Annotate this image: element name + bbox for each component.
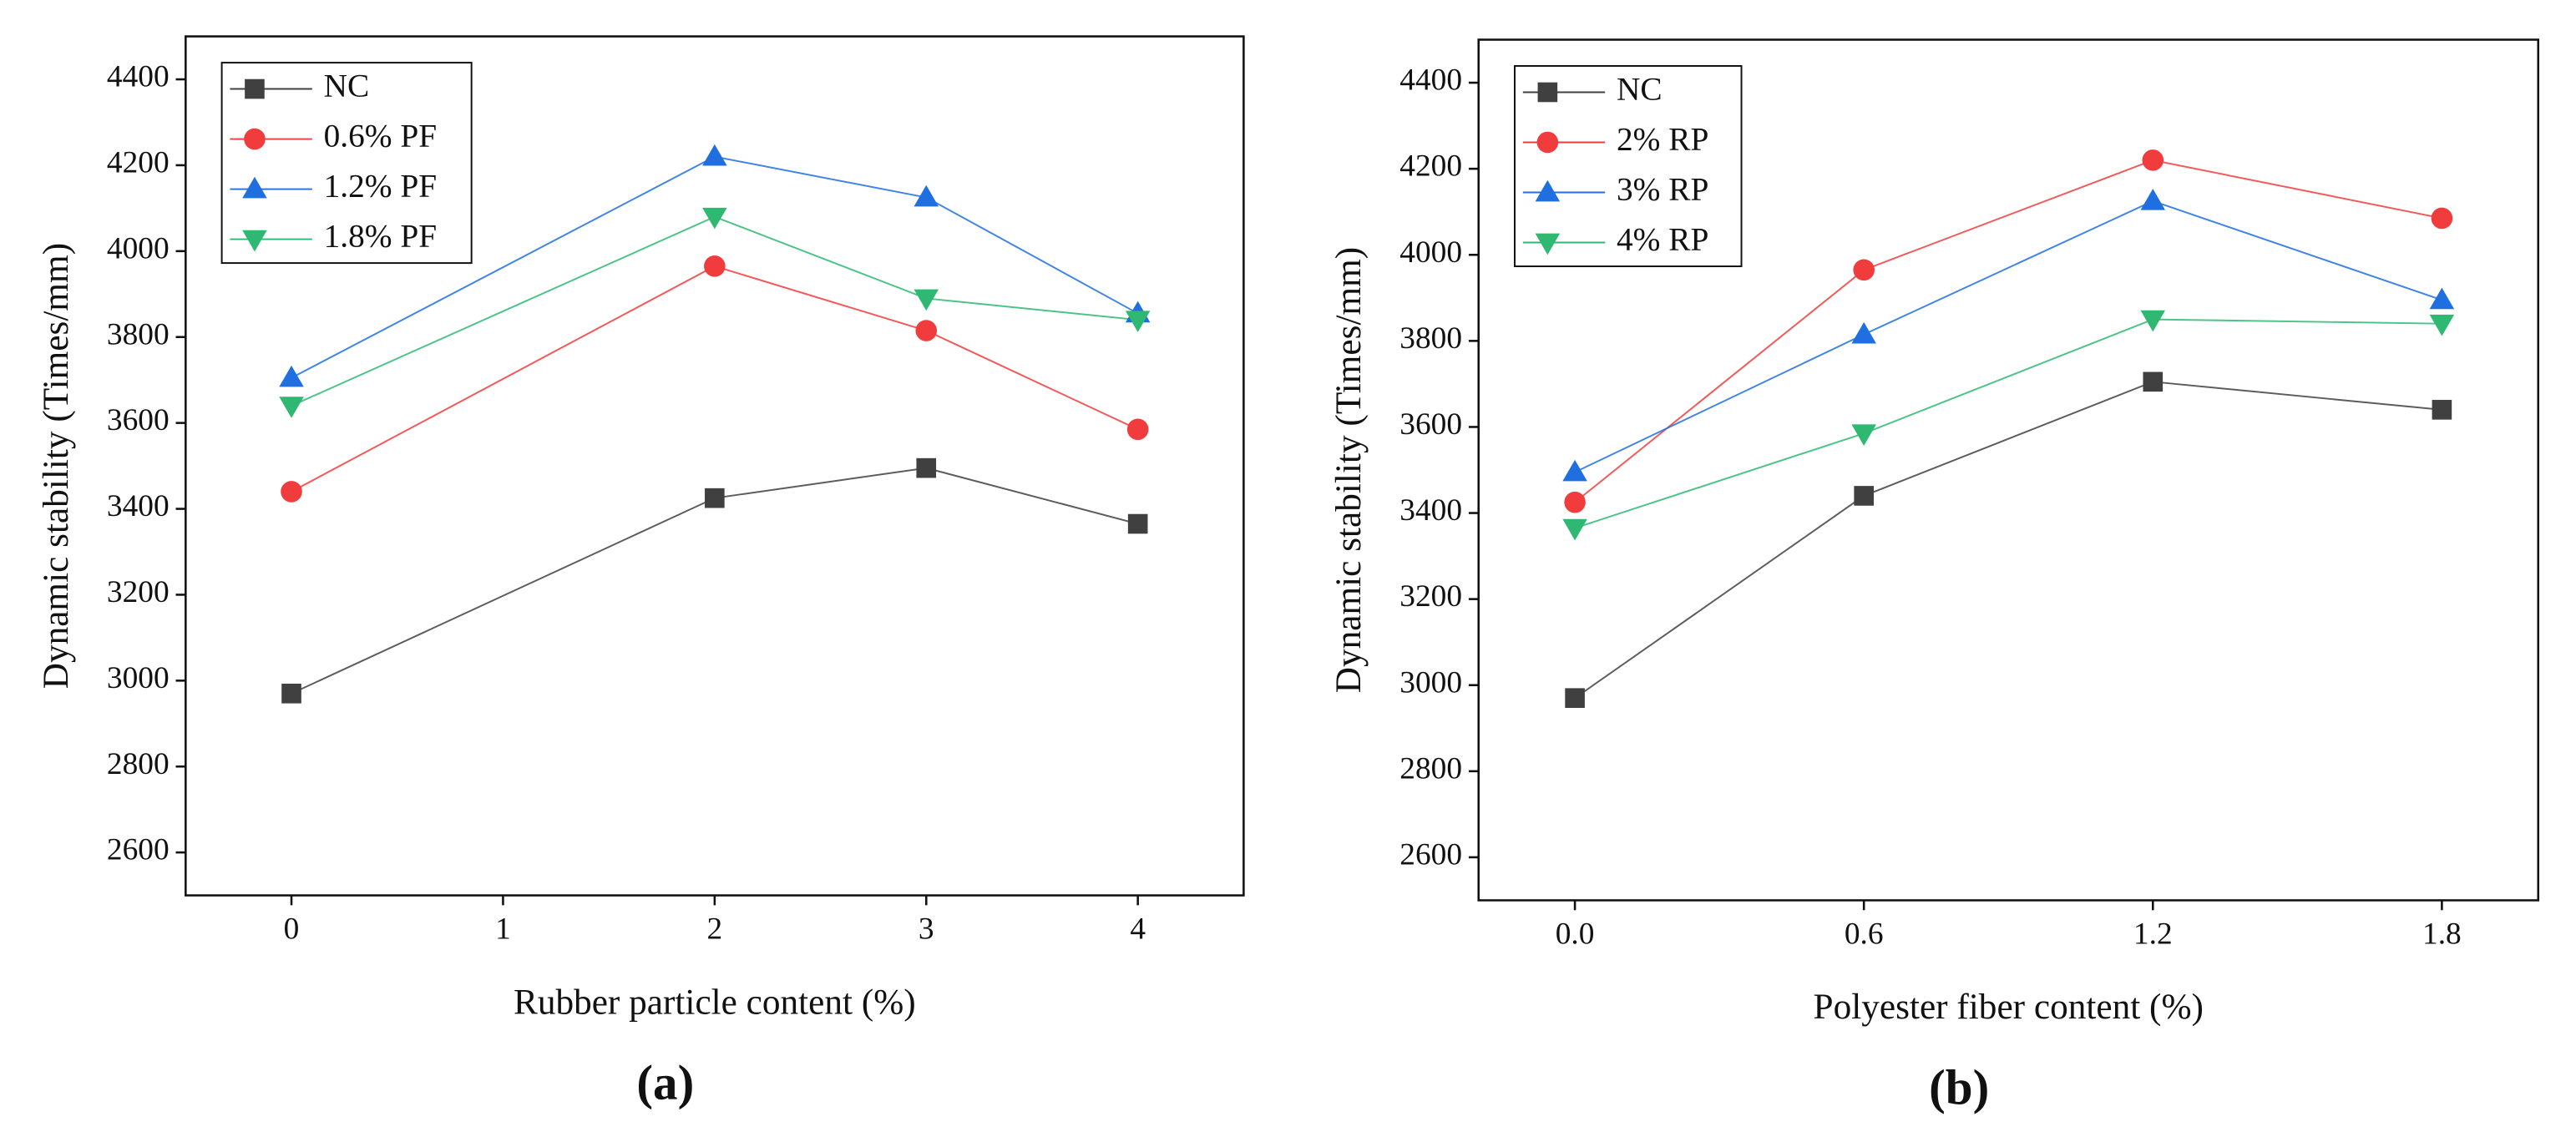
data-point [1127,513,1148,534]
legend-marker [244,128,266,150]
y-tick-label: 4200 [107,146,170,180]
series-line [1574,318,2442,529]
series-line [1574,159,2442,503]
legend-label: 4% RP [1617,221,1708,258]
legend-label: 3% RP [1617,171,1708,208]
series-line [291,467,1138,695]
x-tick-label: 2 [707,912,723,946]
data-point [1853,259,1875,281]
data-point [1562,518,1587,541]
data-point [1854,486,1874,506]
y-tick-label: 3400 [1399,493,1462,528]
legend-marker [242,230,267,252]
y-tick-label: 3200 [1399,579,1462,614]
y-tick-label: 3000 [1399,665,1462,700]
legend-label: 0.6% PF [324,118,438,154]
series-line [291,215,1138,407]
data-point [1565,688,1585,709]
legend-marker [1537,82,1558,103]
data-point [2142,149,2164,171]
data-point [2140,310,2166,332]
data-point [2429,314,2455,336]
legend-marker [1535,233,1561,255]
legend-marker [1536,131,1559,154]
data-point [916,457,937,478]
y-tick-label: 2600 [1399,838,1462,872]
x-tick-label: 1 [495,912,511,946]
legend-label: 1.2% PF [324,168,438,205]
y-tick-label: 3000 [107,661,170,695]
data-point [913,289,939,311]
y-tick-label: 4400 [1399,63,1462,98]
y-tick-label: 3800 [107,317,170,351]
series-line [1574,200,2442,473]
y-tick-label: 3400 [107,489,170,523]
legend-marker [245,78,265,99]
y-axis-label: Dynamic stability (Times/mm) [1328,247,1369,693]
series-line [291,265,1139,493]
x-tick-label: 1.8 [2422,917,2462,951]
data-point [2431,207,2453,230]
y-tick-label: 2600 [107,833,170,867]
data-point [279,397,304,418]
data-point [2429,287,2455,310]
y-tick-label: 3600 [1399,407,1462,442]
legend-marker [1535,179,1561,202]
data-point [702,144,727,166]
y-tick-label: 2800 [107,747,170,781]
data-point [281,683,301,704]
y-tick-label: 4200 [1399,149,1462,184]
data-point [279,365,304,387]
x-tick-label: 3 [919,912,934,946]
x-tick-label: 0 [284,912,300,946]
y-tick-label: 4000 [1399,235,1462,270]
plot-frame [1477,38,2540,902]
y-tick-label: 3600 [107,403,170,437]
legend-label: 1.8% PF [324,218,438,255]
x-tick-label: 0.6 [1845,917,1884,951]
data-point [2140,189,2166,210]
data-point [704,255,726,277]
legend-label: NC [324,68,370,104]
x-tick-label: 0.0 [1556,917,1595,951]
series-line [291,155,1139,379]
y-tick-label: 3800 [1399,321,1462,356]
data-point [1851,321,1876,344]
legend-label: NC [1617,71,1663,108]
data-point [281,481,302,503]
y-tick-label: 2800 [1399,751,1462,786]
x-axis-label: Polyester fiber content (%) [1814,987,2204,1027]
data-point [2432,400,2452,420]
y-tick-label: 4400 [107,60,170,94]
data-point [1851,424,1876,446]
legend-label: 2% RP [1617,121,1708,158]
data-point [913,184,939,207]
data-point [1126,418,1149,441]
data-point [1562,459,1587,482]
y-tick-label: 4000 [107,231,170,265]
data-point [2143,371,2164,392]
x-tick-label: 4 [1130,912,1146,946]
data-point [1564,491,1586,513]
series-line [1574,381,2442,700]
data-point [705,488,725,508]
data-point [915,320,938,341]
data-point [1125,311,1151,332]
x-tick-label: 1.2 [2133,917,2173,951]
panel-label: (b) [1929,1059,1989,1114]
y-tick-label: 3200 [107,575,170,609]
data-point [702,207,727,230]
x-axis-label: Rubber particle content (%) [514,982,916,1022]
legend-marker [242,176,267,199]
y-axis-label: Dynamic stability (Times/mm) [36,243,76,689]
panel-label: (a) [636,1054,694,1109]
